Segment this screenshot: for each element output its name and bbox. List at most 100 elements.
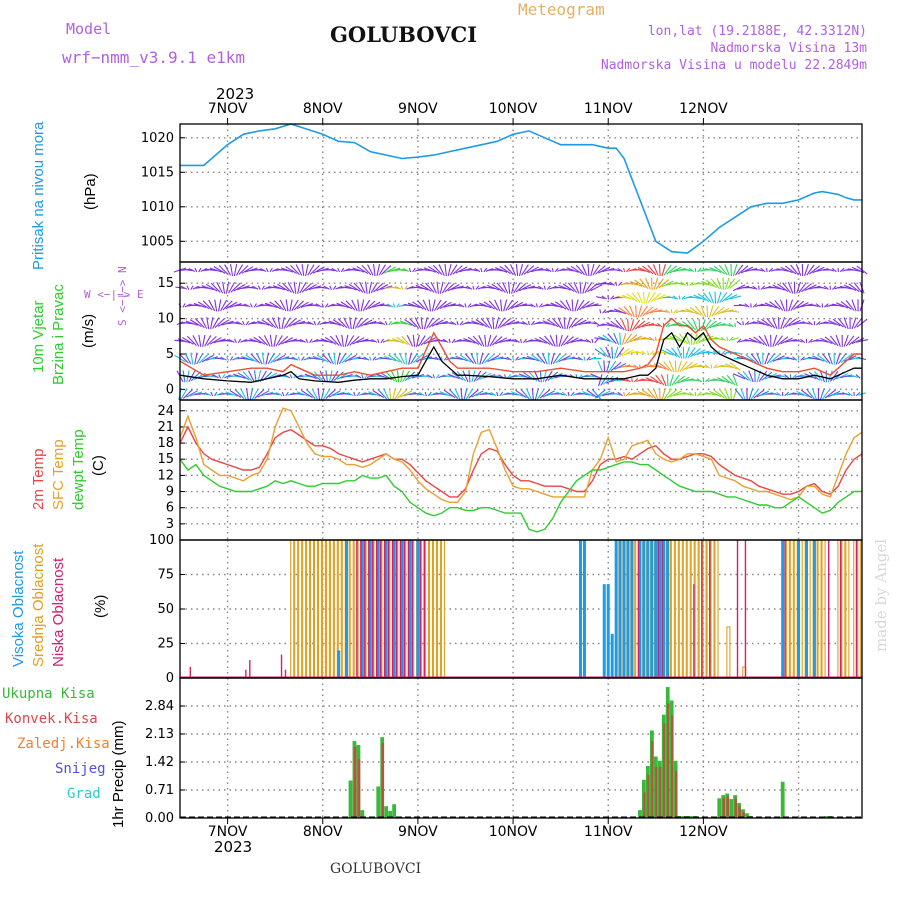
- wind-barb: [633, 378, 639, 383]
- precip-conv-bar: [667, 703, 670, 818]
- wind-barb: [736, 320, 742, 326]
- wind-barb: [663, 388, 672, 400]
- high-cloud-bar: [654, 540, 658, 678]
- wind-barb: [226, 356, 229, 361]
- wind-barb: [545, 267, 552, 273]
- wind-barb: [295, 264, 303, 276]
- wind-barb: [296, 301, 309, 310]
- wind-barb: [590, 304, 602, 307]
- wind-barb: [637, 321, 651, 329]
- wind-barb: [679, 360, 688, 372]
- wind-barb: [559, 300, 570, 311]
- wind-barb: [274, 300, 285, 311]
- wind-barb: [368, 281, 373, 294]
- wind-barb: [188, 370, 196, 382]
- wind-barb: [536, 388, 545, 400]
- wind-barb: [582, 301, 595, 309]
- high-cloud-bar: [622, 540, 626, 678]
- wind-barb: [285, 318, 297, 329]
- wind-barb: [452, 265, 463, 275]
- wind-barb: [510, 391, 524, 397]
- wind-barb: [566, 267, 579, 273]
- high-cloud-bar: [345, 540, 349, 678]
- wind-barb: [697, 334, 709, 344]
- wind-barb: [204, 392, 211, 396]
- wind-barb: [826, 268, 835, 272]
- wind-barb: [641, 350, 647, 355]
- wind-barb: [774, 300, 784, 311]
- wind-barb: [460, 387, 463, 401]
- wind-barb: [507, 281, 511, 294]
- wind-barb: [250, 353, 261, 364]
- wind-barb: [388, 320, 392, 326]
- wind-barb: [390, 370, 398, 383]
- pressure-line: [180, 123, 862, 254]
- wind-barb: [319, 370, 327, 383]
- precip-total-bar: [729, 799, 734, 818]
- wind-barb: [623, 306, 633, 317]
- low-cloud-bar: [372, 540, 374, 678]
- wind-barb: [309, 338, 313, 344]
- wind-barb: [436, 300, 447, 311]
- wind-barb: [424, 391, 427, 397]
- wind-barb: [373, 282, 384, 293]
- mid-cloud-bar: [341, 539, 346, 679]
- mid-cloud-bar: [809, 539, 814, 679]
- wind-barb: [603, 282, 613, 286]
- wind-barb: [212, 374, 219, 379]
- wind-barb: [665, 322, 670, 328]
- wind-barb: [507, 392, 519, 396]
- wind-barb: [380, 357, 393, 360]
- wind-barb: [806, 264, 815, 276]
- wind-barb: [511, 281, 516, 294]
- wind-barb: [531, 354, 543, 363]
- wind-barb: [183, 268, 193, 272]
- wind-barb: [444, 263, 447, 277]
- wind-barb: [189, 319, 202, 328]
- wind-barb: [210, 317, 214, 330]
- wind-barb: [586, 374, 599, 378]
- wind-barb: [525, 388, 532, 400]
- wind-barb: [777, 283, 789, 293]
- wind-barb: [613, 308, 627, 315]
- wind-barb: [693, 349, 706, 357]
- wind-barb: [294, 339, 304, 343]
- wind-barb: [524, 304, 534, 307]
- wind-barb: [245, 354, 258, 363]
- mid-cloud-bar: [432, 539, 438, 679]
- wind-barb: [661, 349, 674, 356]
- wind-barb: [717, 377, 730, 384]
- wind-barb: [344, 285, 357, 291]
- wind-barb: [670, 309, 673, 314]
- precip-total-bar: [689, 816, 694, 818]
- wind-barb: [343, 317, 350, 329]
- wind-barb: [835, 334, 841, 347]
- precip-conv-bar: [742, 812, 745, 818]
- wind-barb: [682, 346, 685, 359]
- wind-barb: [626, 293, 638, 302]
- wind-barb: [672, 295, 679, 300]
- low-cloud-bar: [245, 669, 247, 678]
- wind-barb: [790, 299, 799, 311]
- wind-barb: [201, 354, 214, 363]
- wind-barb: [180, 285, 188, 290]
- wind-barb: [433, 299, 442, 312]
- wind-barb: [328, 390, 341, 398]
- wind-barb: [666, 265, 678, 275]
- wind-barb: [519, 338, 523, 343]
- wind-barb: [512, 356, 515, 361]
- wind-barb: [349, 317, 352, 330]
- wind-barb: [685, 346, 690, 359]
- wind-barb: [257, 285, 261, 290]
- wind-barb: [655, 374, 665, 386]
- wind-barb: [234, 338, 237, 344]
- wind-barb: [601, 295, 608, 300]
- wind-barb: [853, 282, 863, 294]
- wind-barb: [336, 352, 341, 365]
- wind-barb: [610, 320, 622, 330]
- wind-barb: [792, 392, 805, 396]
- wind-barb: [489, 335, 498, 347]
- wind-barb: [241, 266, 254, 274]
- wind-barb: [708, 291, 715, 304]
- wind-barb: [829, 335, 839, 347]
